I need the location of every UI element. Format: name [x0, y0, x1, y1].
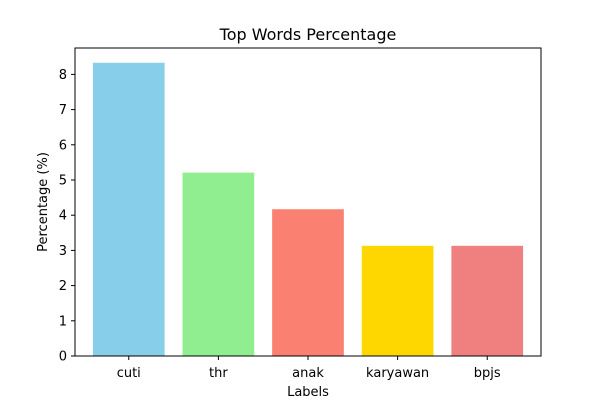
plot-frame	[74, 47, 542, 357]
x-tick-label: karyawan	[366, 366, 429, 381]
y-tick-label: 1	[59, 314, 67, 329]
y-tick-label: 2	[59, 279, 67, 294]
y-axis-label: Percentage (%)	[36, 152, 51, 252]
y-tick-label: 3	[59, 244, 67, 259]
x-tick-label: thr	[209, 366, 228, 381]
x-tick-label: bpjs	[474, 366, 501, 381]
x-tick-label: anak	[292, 366, 324, 381]
bar-cuti	[92, 62, 165, 356]
x-axis-label: Labels	[287, 385, 329, 400]
y-tick-label: 0	[59, 350, 67, 365]
y-tick-label: 8	[59, 68, 67, 83]
y-tick-label: 7	[59, 103, 67, 118]
x-axis-ticks: cuti thr anak karyawan bpjs	[117, 356, 501, 381]
bar-group	[92, 62, 524, 356]
bar-karyawan	[361, 245, 434, 356]
y-tick-label: 5	[59, 174, 67, 189]
bar-bpjs	[451, 245, 524, 356]
y-tick-label: 6	[59, 138, 67, 153]
y-axis-ticks: 0 1 2 3 4 5 6 7 8	[59, 68, 75, 365]
x-tick-label: cuti	[117, 366, 141, 381]
bar-anak	[272, 209, 344, 356]
bar-thr	[182, 172, 255, 356]
chart-title: Top Words Percentage	[219, 25, 397, 44]
y-tick-label: 4	[59, 209, 67, 224]
